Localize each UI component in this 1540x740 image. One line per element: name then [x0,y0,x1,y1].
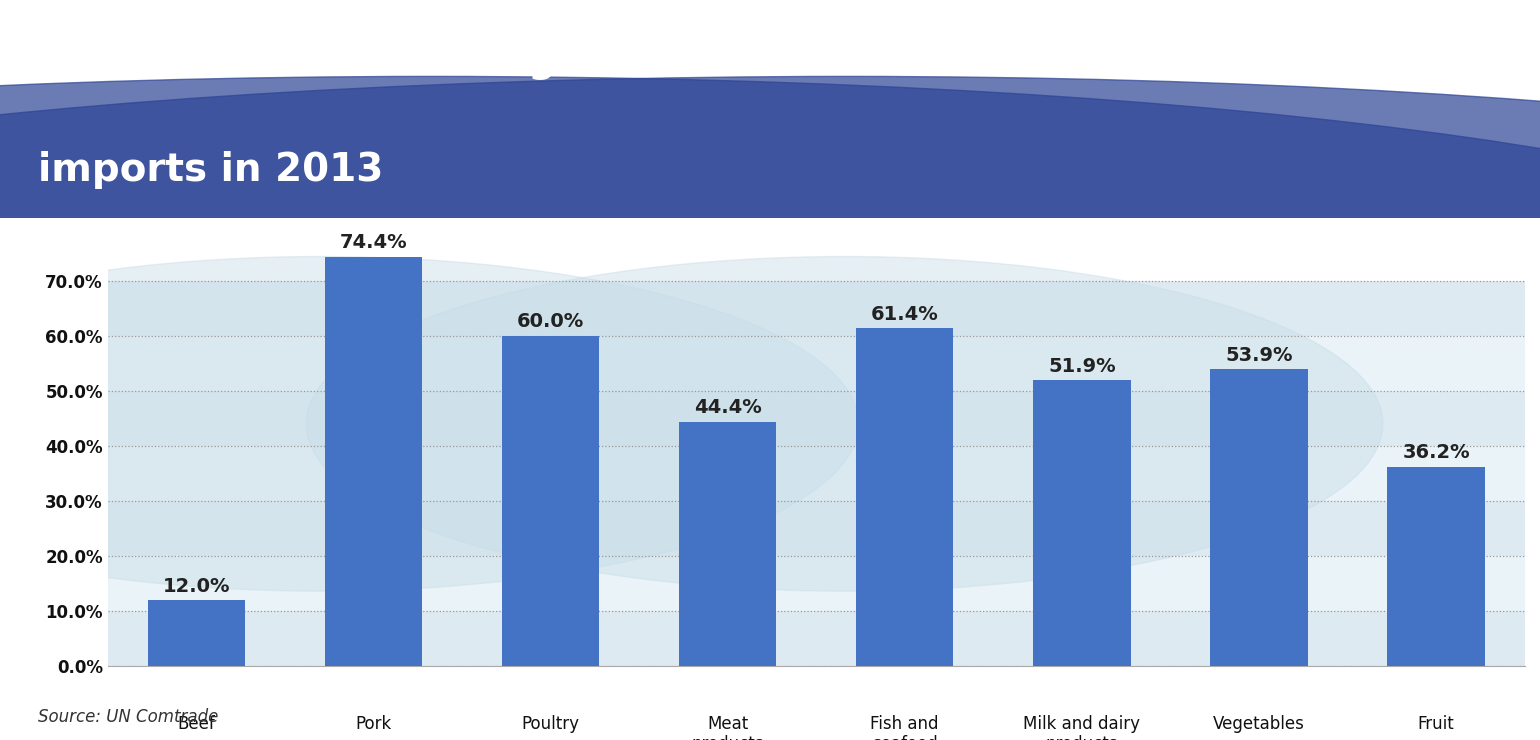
Text: 53.9%: 53.9% [1226,346,1292,365]
Text: 61.4%: 61.4% [872,305,938,323]
Bar [108,501,1525,556]
Text: 74.4%: 74.4% [340,233,407,252]
Text: 60.0%: 60.0% [517,312,584,332]
Text: 12.0%: 12.0% [163,576,229,596]
Bar [1033,380,1130,666]
Bar [108,611,1525,666]
Circle shape [0,76,1540,491]
Bar [108,556,1525,611]
Circle shape [0,257,859,591]
Bar [108,336,1525,391]
Bar [1210,369,1307,666]
Text: Source: UN Comtrade: Source: UN Comtrade [38,707,219,725]
Bar [679,422,776,666]
Bar [108,391,1525,445]
Circle shape [306,257,1383,591]
Bar [1388,467,1485,666]
Bar [502,336,599,666]
Bar [856,328,953,666]
Text: 44.4%: 44.4% [695,398,761,417]
Bar [108,280,1525,336]
Text: Products under embargo since 2014 as a share of Russian: Products under embargo since 2014 as a s… [38,42,1312,80]
Text: 36.2%: 36.2% [1403,443,1469,462]
Bar [108,445,1525,501]
Bar [325,257,422,666]
Text: 51.9%: 51.9% [1049,357,1115,376]
Bar [148,600,245,666]
Text: imports in 2013: imports in 2013 [38,151,383,189]
Circle shape [0,76,1540,491]
